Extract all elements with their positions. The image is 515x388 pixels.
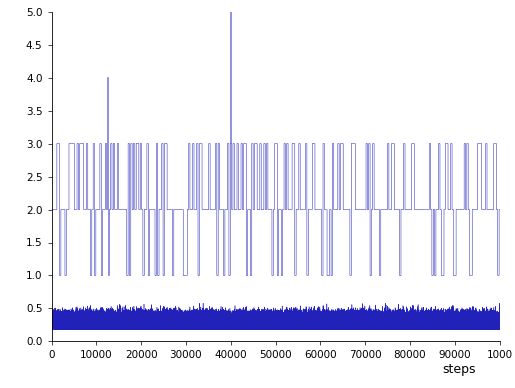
X-axis label: steps: steps bbox=[442, 363, 476, 376]
